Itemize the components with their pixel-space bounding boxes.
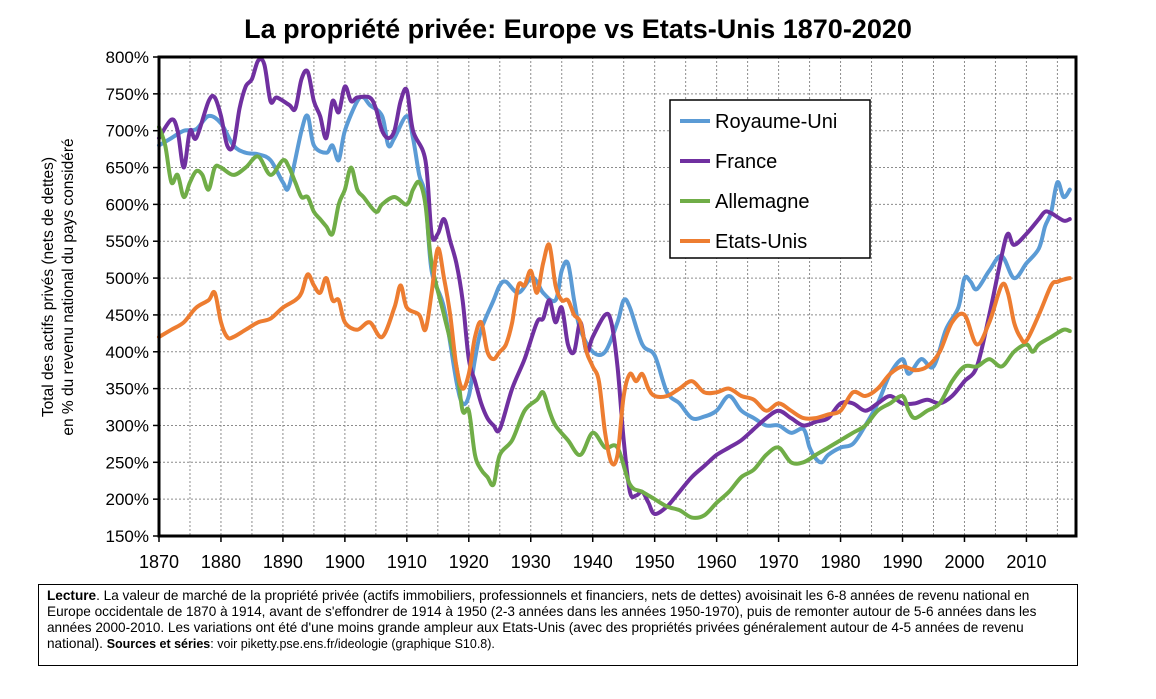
y-tick-label: 450% — [106, 306, 149, 325]
note-text: . La valeur de marché de la propriété pr… — [47, 588, 1037, 651]
x-tick-label: 1960 — [697, 552, 737, 572]
y-tick-label: 650% — [106, 159, 149, 178]
y-tick-label: 500% — [106, 269, 149, 288]
plot-frame — [157, 55, 1078, 538]
y-tick-label: 150% — [106, 527, 149, 546]
legend-label: France — [715, 151, 777, 173]
x-tick-label: 1880 — [201, 552, 241, 572]
x-tick-label: 1990 — [882, 552, 922, 572]
series-line-etats-unis — [157, 242, 1072, 467]
series-line-france — [157, 56, 1072, 516]
sources-text: : voir piketty.pse.ens.fr/ideologie (gra… — [210, 637, 495, 651]
series-lines — [157, 56, 1072, 520]
x-tick-label: 1870 — [139, 552, 179, 572]
y-axis-label-line2: en % du revenu national du pays considér… — [60, 138, 77, 435]
x-tick-label: 1950 — [635, 552, 675, 572]
series-line-allemagne — [157, 125, 1072, 520]
legend-label: Royaume-Uni — [715, 111, 837, 133]
y-tick-label: 700% — [106, 122, 149, 141]
y-tick-label: 800% — [106, 48, 149, 67]
legend-label: Etats-Unis — [715, 231, 807, 253]
x-tick-label: 1980 — [821, 552, 861, 572]
y-tick-label: 200% — [106, 490, 149, 509]
y-tick-label: 750% — [106, 85, 149, 104]
y-tick-label: 600% — [106, 195, 149, 214]
sources-label: Sources et séries — [106, 637, 211, 651]
chart-title: La propriété privée: Europe vs Etats-Uni… — [244, 14, 912, 44]
y-tick-label: 550% — [106, 232, 149, 251]
y-tick-label: 400% — [106, 343, 149, 362]
y-tick-label: 350% — [106, 380, 149, 399]
x-tick-label: 1890 — [263, 552, 303, 572]
note-box: Lecture. La valeur de marché de la propr… — [38, 584, 1078, 666]
x-tick-label: 1920 — [449, 552, 489, 572]
note-label: Lecture — [47, 588, 97, 603]
x-tick-label: 2000 — [944, 552, 984, 572]
y-axis-label-line1: Total des actifs privés (nets de dettes) — [40, 157, 57, 417]
x-tick-label: 1940 — [573, 552, 613, 572]
y-axis-ticks: 150% 200% 250% 300% 350% 400% 450% 500% 550% 600%… — [106, 48, 159, 546]
x-axis-ticks: 1870 1880 1890 1900 1910 1920 1930 1940 1950 1960… — [139, 536, 1046, 572]
x-tick-label: 1910 — [387, 552, 427, 572]
x-tick-label: 1930 — [511, 552, 551, 572]
legend-label: Allemagne — [715, 191, 810, 213]
line-chart: 150% 200% 250% 300% 350% 400% 450% 500% 550% 600%… — [40, 48, 1078, 572]
y-axis-label: Total des actifs privés (nets de dettes)… — [40, 138, 77, 435]
y-tick-label: 250% — [106, 453, 149, 472]
x-tick-label: 1970 — [759, 552, 799, 572]
x-tick-label: 2010 — [1006, 552, 1046, 572]
legend-box — [669, 99, 871, 259]
y-tick-label: 300% — [106, 416, 149, 435]
x-tick-label: 1900 — [325, 552, 365, 572]
legend: Royaume-Uni France Allemagne Etats-Unis — [669, 99, 871, 259]
